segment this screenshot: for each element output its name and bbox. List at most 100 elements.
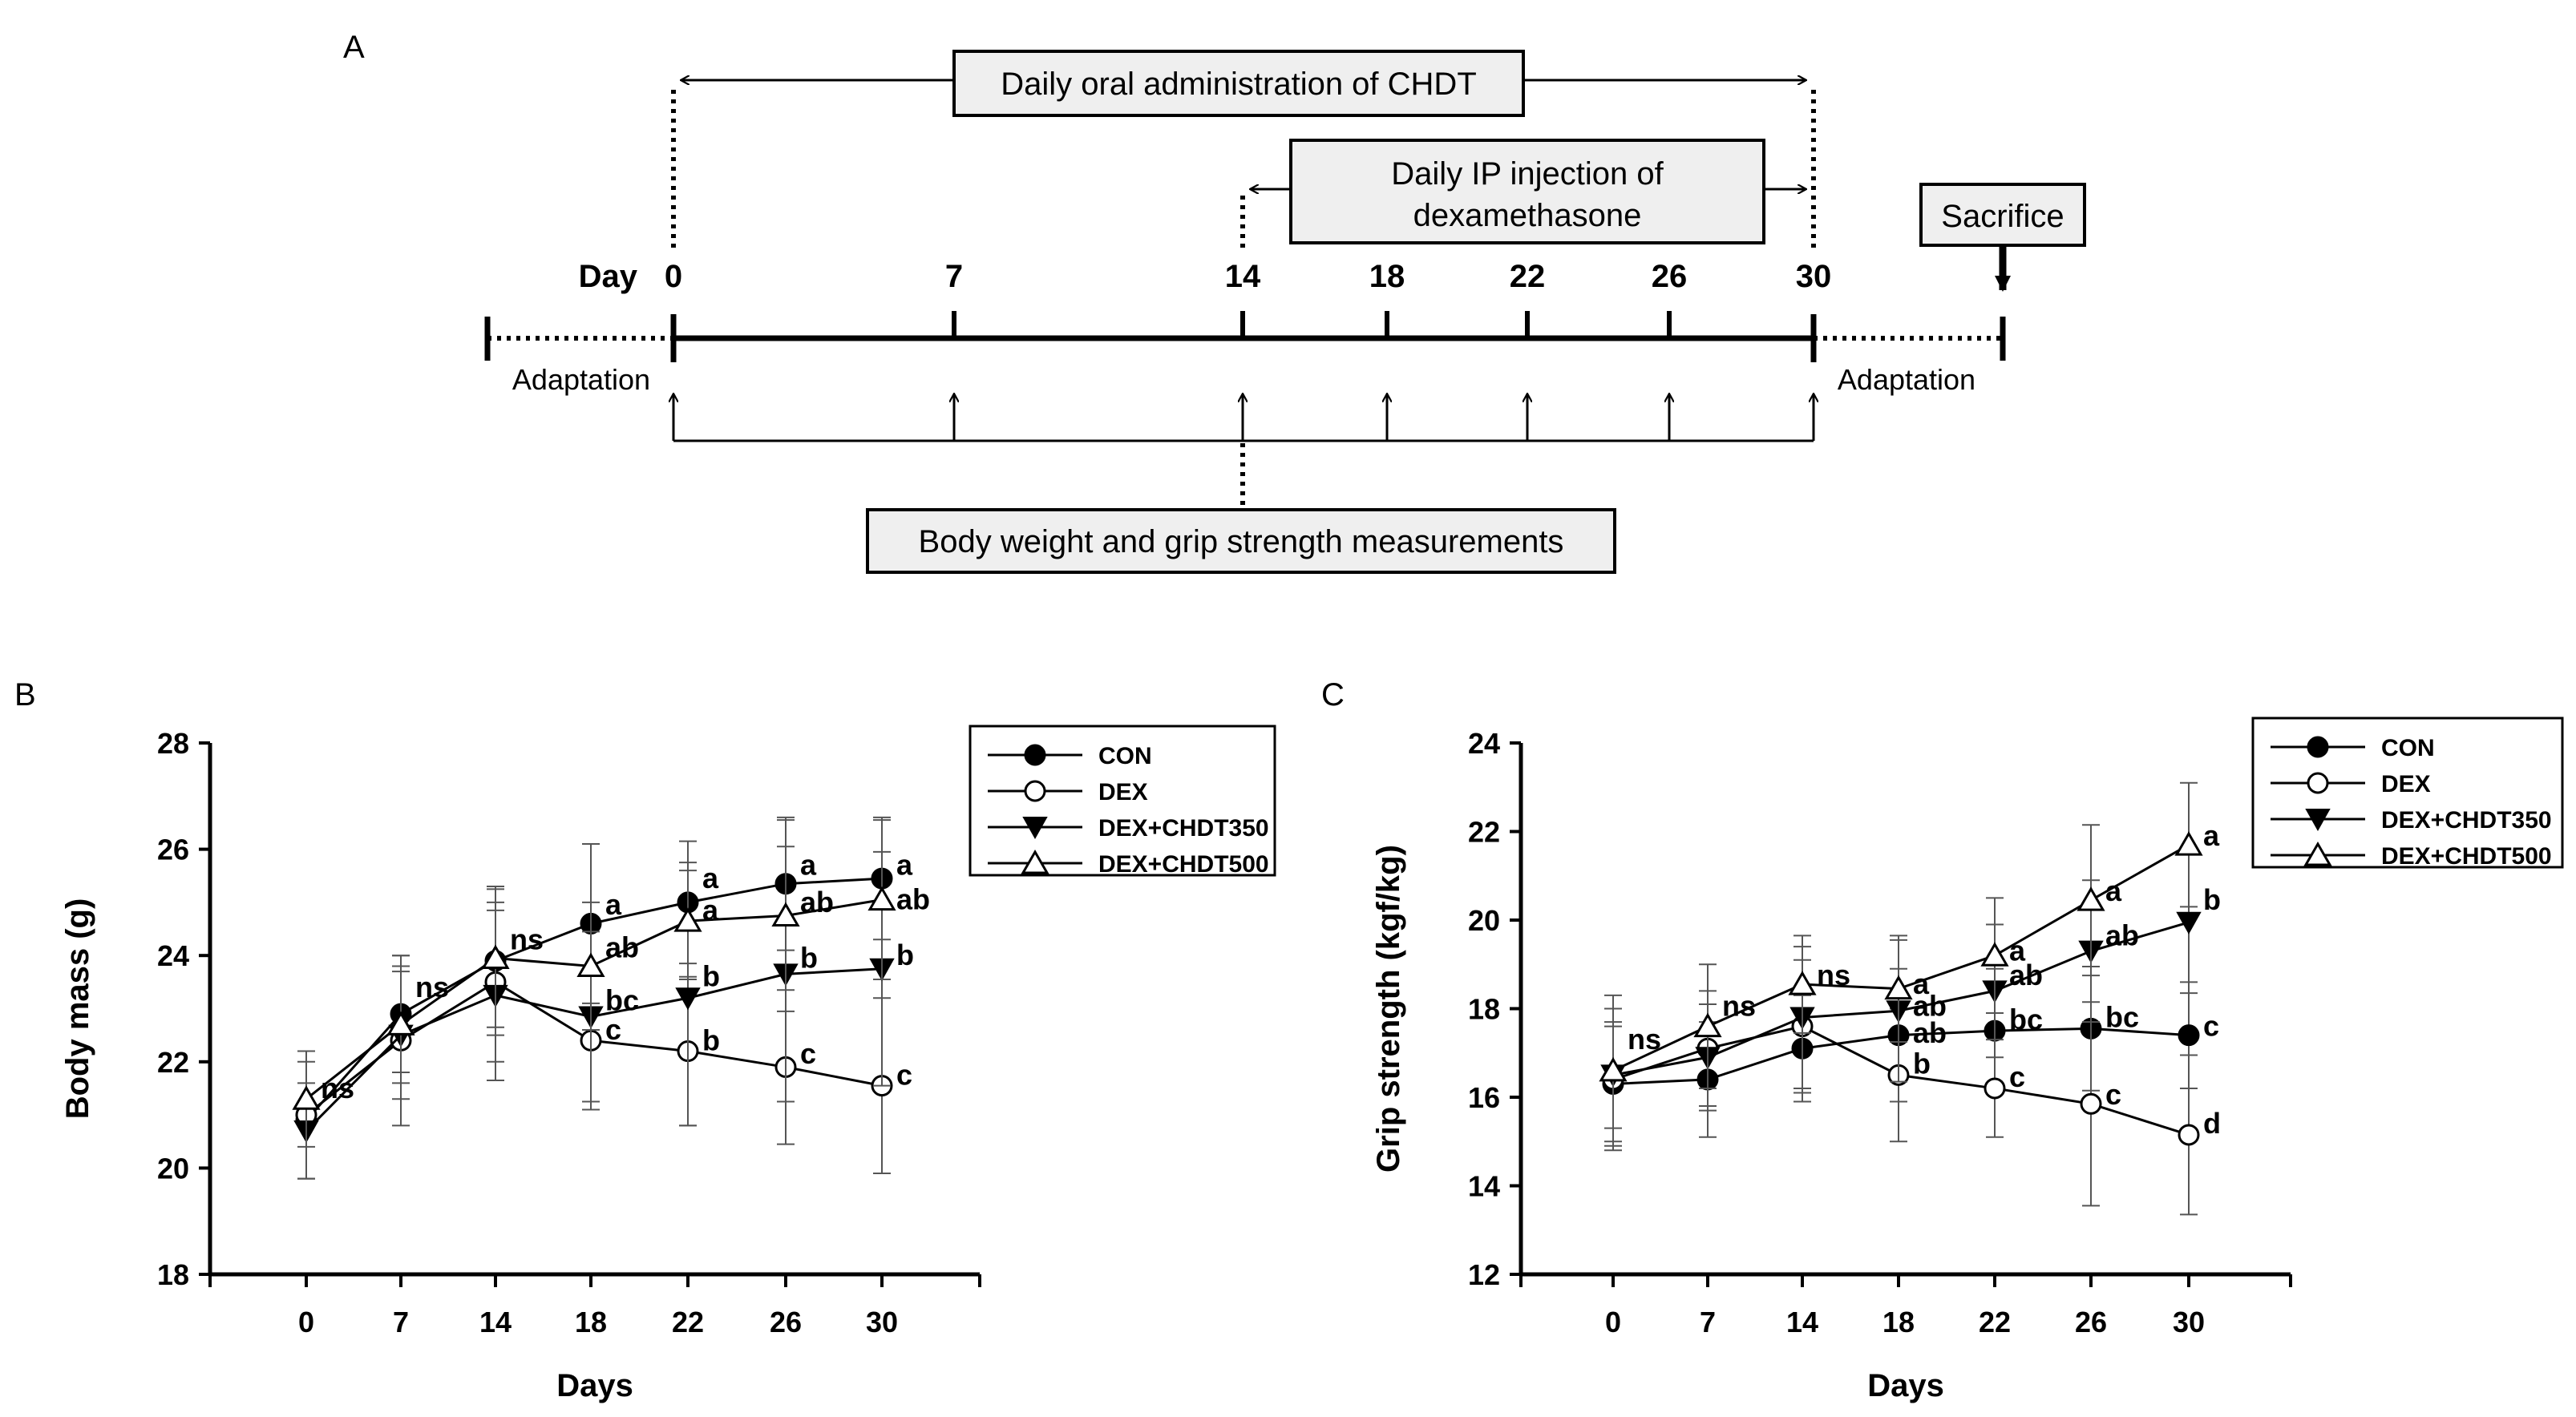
significance-label: c — [2105, 1078, 2121, 1111]
x-tick-label: 18 — [1882, 1306, 1915, 1338]
y-tick-label: 22 — [1468, 816, 1500, 849]
x-tick-label: 14 — [479, 1306, 512, 1338]
measure-label: Body weight and grip strength measuremen… — [919, 524, 1564, 559]
adaptation-left-label: Adaptation — [512, 363, 650, 396]
grip-strength-chart: C 12 14 16 18 20 22 24 0 7 14 18 22 26 30 Days Grip stre… — [1321, 677, 2564, 1403]
significance-label: b — [1913, 1048, 1931, 1080]
significance-label: ns — [415, 971, 449, 1003]
significance-label: a — [2203, 819, 2220, 852]
data-point — [1788, 971, 1817, 995]
x-axis-title: Days — [556, 1368, 633, 1403]
legend-box — [2251, 717, 2564, 869]
legend-marker — [1024, 780, 1046, 802]
data-point — [2176, 911, 2202, 935]
significance-label: c — [605, 1013, 621, 1046]
data-point — [1980, 942, 2009, 967]
y-tick-label: 16 — [1468, 1081, 1500, 1114]
body-mass-chart: B 18 20 22 24 26 28 0 7 14 18 22 26 30 Days Body mass (… — [14, 677, 1276, 1403]
y-axis-title: Body mass (g) — [60, 898, 95, 1120]
legend-label: DEX+CHDT350 — [2381, 807, 2552, 834]
significance-label: ns — [1628, 1023, 1661, 1056]
y-tick-label: 18 — [157, 1258, 189, 1291]
series-dex-chdt500 — [1599, 781, 2203, 1147]
day-26: 26 — [1652, 259, 1688, 294]
legend-label: DEX — [1098, 779, 1148, 805]
x-tick-label: 30 — [866, 1306, 898, 1338]
significance-label: a — [702, 894, 719, 926]
legend-marker — [1024, 744, 1046, 766]
data-point — [673, 907, 702, 932]
oral-admin-box — [952, 50, 1525, 117]
legend-marker — [1021, 849, 1049, 874]
data-point — [1599, 1056, 1628, 1082]
data-point — [771, 902, 800, 926]
panel-label-a: A — [343, 30, 365, 65]
y-axis-title: Grip strength (kgf/kg) — [1371, 845, 1406, 1173]
data-point — [2178, 1124, 2200, 1146]
significance-label: b — [702, 960, 720, 993]
data-point — [867, 886, 896, 911]
significance-label: ab — [896, 883, 930, 916]
significance-label: bc — [2009, 1003, 2043, 1036]
y-tick-label: 12 — [1468, 1258, 1500, 1291]
y-tick-label: 26 — [157, 834, 189, 866]
data-point — [1884, 975, 1913, 1000]
day-14: 14 — [1225, 259, 1261, 294]
x-tick-label: 0 — [1605, 1306, 1621, 1338]
significance-label: a — [1913, 967, 1930, 1000]
legend-label: DEX+CHDT350 — [1098, 815, 1269, 842]
significance-label: ab — [605, 931, 639, 963]
x-tick-label: 14 — [1786, 1306, 1818, 1338]
panel-label: B — [14, 677, 36, 713]
adaptation-right-label: Adaptation — [1838, 363, 1975, 396]
legend-marker — [1022, 817, 1048, 840]
legend-marker — [2307, 736, 2329, 758]
legend-label: CON — [1098, 743, 1152, 769]
data-point — [2080, 1092, 2102, 1115]
data-point — [1984, 1077, 2006, 1100]
significance-label: ab — [1913, 990, 1947, 1023]
legend-box — [969, 725, 1276, 877]
x-tick-label: 22 — [1979, 1306, 2011, 1338]
significance-label: ns — [510, 922, 544, 955]
x-tick-label: 26 — [2075, 1306, 2107, 1338]
x-tick-label: 18 — [575, 1306, 607, 1338]
y-tick-label: 20 — [1468, 904, 1500, 937]
data-point — [292, 1085, 321, 1110]
ip-injection-label-line2: dexamethasone — [1413, 198, 1642, 233]
legend-label: DEX — [2381, 771, 2431, 797]
x-tick-label: 26 — [770, 1306, 802, 1338]
legend-label: DEX+CHDT500 — [1098, 851, 1269, 878]
day-22: 22 — [1510, 259, 1546, 294]
significance-label: b — [702, 1023, 720, 1056]
y-tick-label: 24 — [157, 939, 189, 972]
significance-label: a — [2009, 935, 2026, 967]
significance-label: c — [2203, 1010, 2219, 1043]
significance-label: c — [2009, 1060, 2025, 1093]
x-tick-label: 30 — [2173, 1306, 2205, 1338]
day-30: 30 — [1796, 259, 1832, 294]
data-point — [2174, 831, 2203, 856]
legend-label: CON — [2381, 735, 2435, 761]
significance-label: a — [896, 848, 913, 881]
significance-label: d — [2203, 1107, 2221, 1140]
series-dex-chdt500 — [292, 819, 896, 1148]
x-axis-title: Days — [1867, 1368, 1944, 1403]
ip-injection-box — [1289, 139, 1765, 244]
significance-label: b — [800, 942, 818, 975]
significance-label: ab — [1913, 1016, 1947, 1049]
oral-admin-label: Daily oral administration of CHDT — [1001, 67, 1477, 102]
x-tick-label: 0 — [298, 1306, 314, 1338]
significance-label: a — [702, 862, 719, 894]
significance-label: ns — [1817, 959, 1850, 991]
data-point — [481, 944, 510, 970]
sacrifice-label: Sacrifice — [1941, 199, 2064, 234]
ip-injection-label-line1: Daily IP injection of — [1391, 156, 1664, 192]
data-point — [1693, 1012, 1722, 1038]
data-point — [386, 1011, 415, 1036]
significance-label: c — [896, 1058, 912, 1091]
y-tick-label: 20 — [157, 1152, 189, 1185]
significance-label: a — [2105, 874, 2122, 907]
y-tick-label: 18 — [1468, 993, 1500, 1026]
significance-label: ab — [2009, 959, 2043, 991]
